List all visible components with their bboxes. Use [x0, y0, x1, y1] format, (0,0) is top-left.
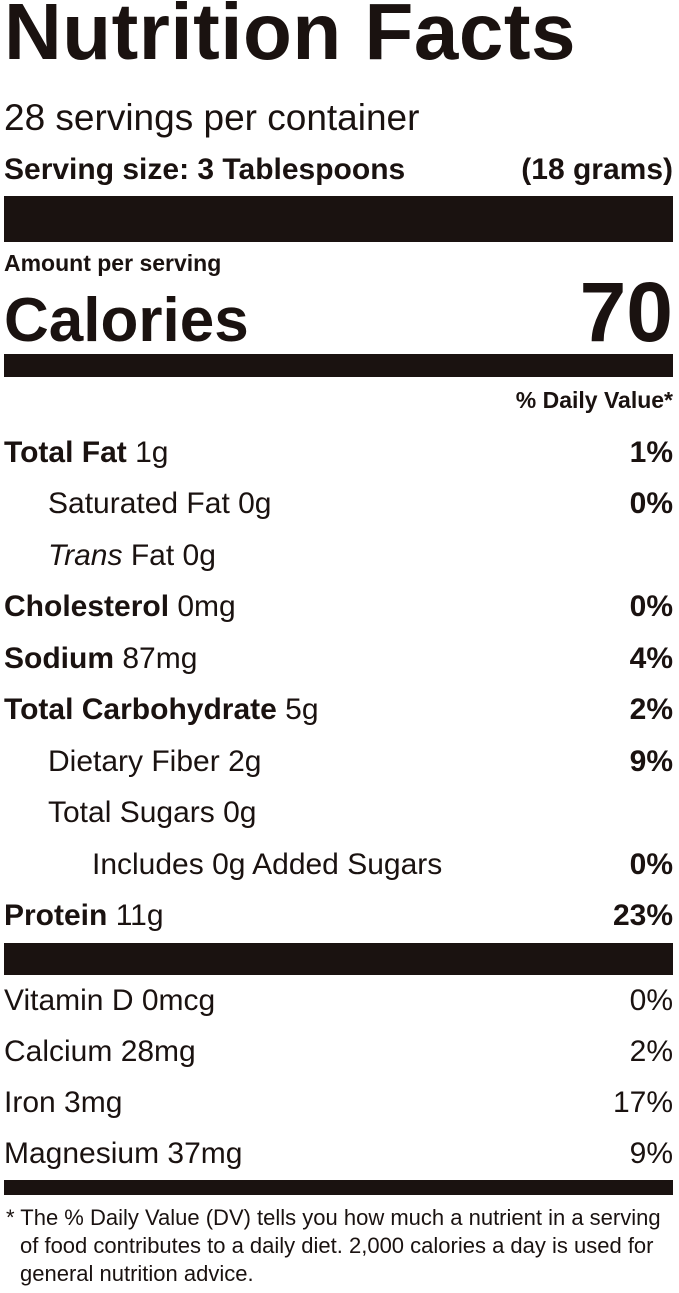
vitamin-dv: 0% [629, 983, 673, 1017]
nutrient-row-added-sugars: Includes 0g Added Sugars 0% [4, 839, 673, 891]
calories-row: Calories 70 [4, 265, 673, 361]
vitamin-name: Vitamin D 0mcg [4, 983, 216, 1017]
vitamin-row: Magnesium 37mg 9% [4, 1128, 673, 1179]
nutrient-row-dietary-fiber: Dietary Fiber 2g 9% [4, 736, 673, 788]
vitamin-row: Iron 3mg 17% [4, 1077, 673, 1128]
vitamin-name: Iron 3mg [4, 1085, 123, 1119]
nutrient-dv: 9% [629, 744, 673, 778]
nutrient-name: Total Fat [4, 435, 127, 469]
nutrient-amount: 0g [182, 538, 216, 572]
vitamin-name: Calcium 28mg [4, 1034, 196, 1068]
thick-divider [4, 943, 673, 975]
vitamin-dv: 9% [629, 1136, 673, 1170]
nutrient-amount: 5g [285, 693, 319, 727]
nutrient-row-total-sugars: Total Sugars 0g [4, 788, 673, 840]
footnote: * The % Daily Value (DV) tells you how m… [6, 1205, 661, 1286]
vitamin-list: Vitamin D 0mcg 0% Calcium 28mg 2% Iron 3mg… [4, 975, 673, 1179]
nutrient-row-total-fat: Total Fat 1g 1% [4, 427, 673, 479]
nutrient-amount: 0mg [177, 590, 236, 624]
amount-per-serving: Amount per serving [4, 250, 222, 276]
nutrient-row-sodium: Sodium 87mg 4% [4, 633, 673, 685]
nutrient-row-saturated-fat: Saturated Fat 0g 0% [4, 479, 673, 531]
nutrient-name: Protein [4, 899, 108, 933]
nutrient-amount: 1g [135, 435, 169, 469]
nutrient-dv: 0% [629, 847, 673, 881]
nutrient-name: Total Carbohydrate [4, 693, 277, 727]
thick-divider [4, 196, 673, 242]
nutrient-row-total-carbohydrate: Total Carbohydrate 5g 2% [4, 685, 673, 737]
nutrient-amount: 0g [238, 487, 272, 521]
calories-label: Calories [4, 286, 249, 355]
nutrient-dv: 0% [629, 487, 673, 521]
nutrient-name: Saturated Fat [48, 487, 230, 521]
nutrient-amount: 11g [115, 899, 164, 933]
vitamin-dv: 2% [629, 1034, 673, 1068]
daily-value-header: % Daily Value* [515, 387, 673, 413]
nutrient-list: Total Fat 1g 1% Saturated Fat 0g 0% Trans … [4, 427, 673, 942]
serving-size-grams: (18 grams) [521, 153, 673, 186]
nutrient-name-italic: Trans [48, 538, 123, 572]
nutrient-amount: 87mg [122, 641, 198, 675]
nutrient-dv: 4% [629, 641, 673, 675]
nutrient-amount: 0g [223, 796, 257, 830]
nutrient-row-cholesterol: Cholesterol 0mg 0% [4, 582, 673, 634]
nutrient-name: Total Sugars [48, 796, 215, 830]
nutrient-row-protein: Protein 11g 23% [4, 891, 673, 943]
serving-size: Serving size: 3 Tablespoons (18 grams) [4, 152, 673, 188]
vitamin-name: Magnesium 37mg [4, 1136, 243, 1170]
medium-divider [4, 354, 673, 377]
nutrient-name: Includes 0g Added Sugars [92, 847, 443, 881]
nutrient-name: Dietary Fiber [48, 744, 220, 778]
nutrient-name: Sodium [4, 641, 114, 675]
serving-size-label: Serving size: 3 Tablespoons [4, 153, 406, 186]
vitamin-row: Vitamin D 0mcg 0% [4, 975, 673, 1026]
calories-value: 70 [579, 265, 673, 359]
nutrient-row-trans-fat: Trans Fat 0g [4, 530, 673, 582]
nutrient-name: Cholesterol [4, 590, 170, 624]
nutrient-dv: 1% [629, 435, 673, 469]
vitamin-dv: 17% [612, 1085, 673, 1119]
servings-per-container: 28 servings per container [4, 97, 420, 138]
nutrient-amount: 2g [228, 744, 262, 778]
nutrient-dv: 23% [612, 899, 673, 933]
nutrient-dv: 2% [629, 693, 673, 727]
medium-divider [4, 1180, 673, 1195]
nutrient-dv: 0% [629, 590, 673, 624]
nutrient-name: Fat [130, 538, 175, 572]
vitamin-row: Calcium 28mg 2% [4, 1026, 673, 1077]
label-title: Nutrition Facts [4, 0, 576, 76]
